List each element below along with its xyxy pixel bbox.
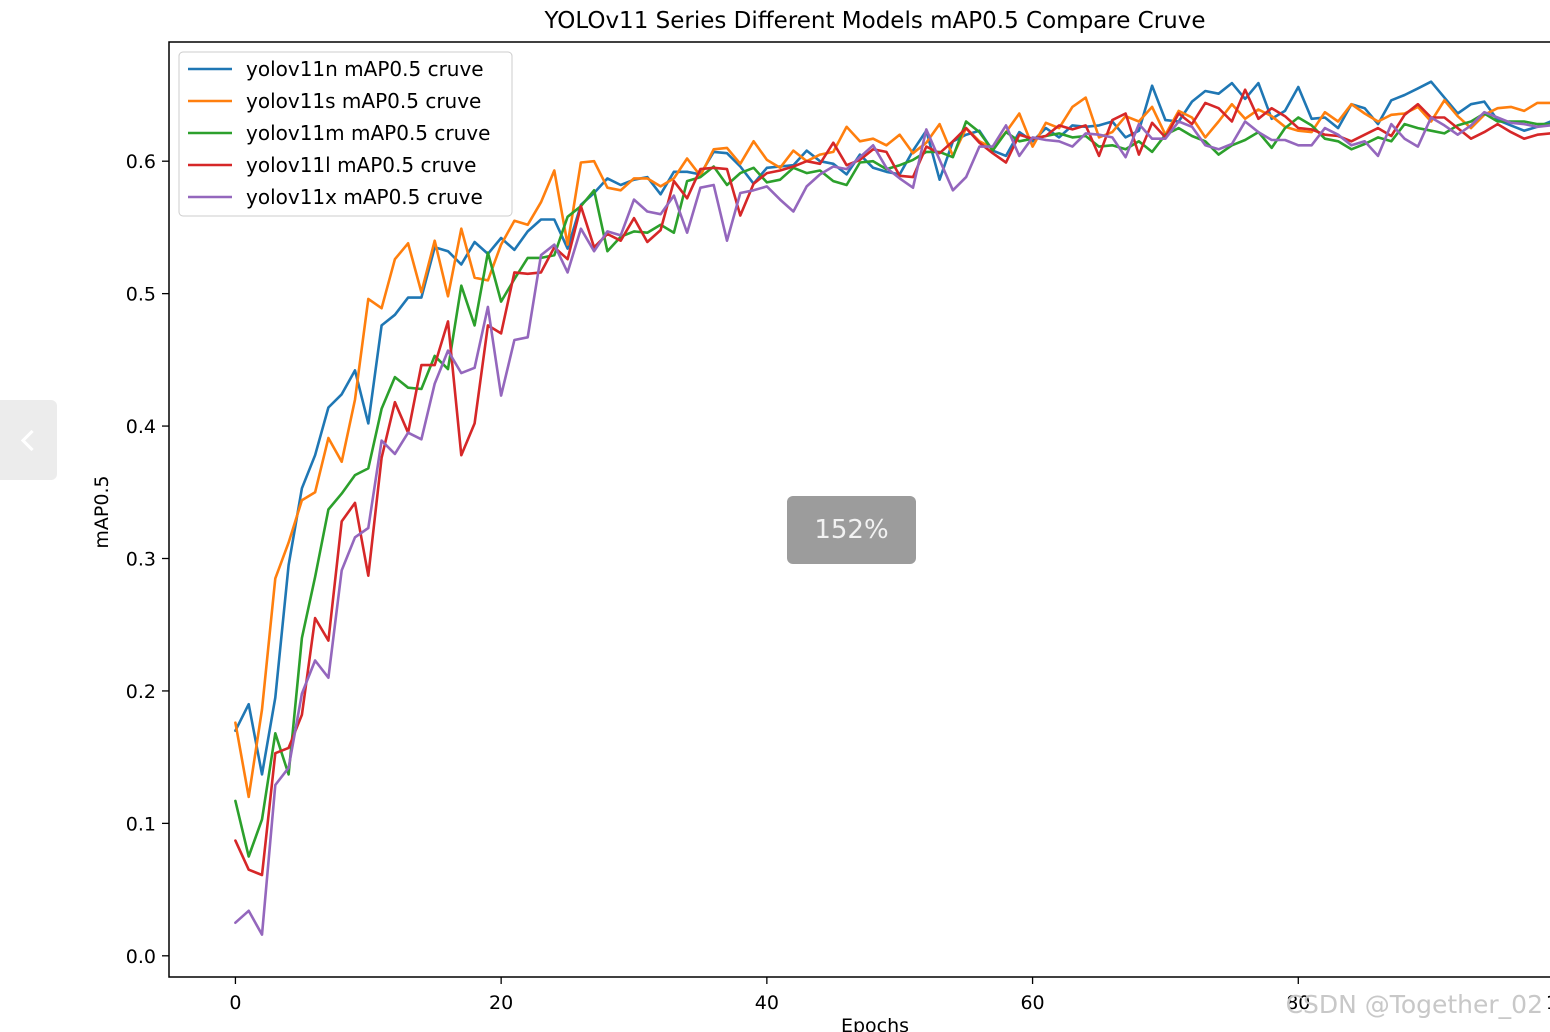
watermark: CSDN @Together_02 (1286, 990, 1543, 1019)
legend-label-3: yolov11m mAP0.5 cruve (246, 121, 490, 145)
series-layer (234, 80, 1550, 936)
x-tick-label: 80 (1286, 992, 1310, 1014)
series-line-3 (234, 112, 1550, 858)
legend-label-4: yolov11l mAP0.5 cruve (246, 153, 477, 177)
y-tick-label: 0.5 (126, 284, 156, 306)
x-axis-ticks: 0 20 40 60 80 100 (229, 977, 1550, 1014)
x-tick-label: 60 (1020, 992, 1044, 1014)
y-tick-label: 0.3 (126, 549, 156, 571)
legend-box (178, 51, 513, 217)
y-tick-label: 0.1 (126, 813, 156, 835)
y-axis-ticks: 0.0 0.1 0.2 0.3 0.4 0.5 0.6 (126, 151, 169, 968)
x-axis-label: Epochs (841, 1015, 909, 1032)
x-tick-label: 100 (1546, 992, 1550, 1014)
legend-label-5: yolov11x mAP0.5 cruve (246, 185, 483, 209)
previous-image-button[interactable] (0, 400, 57, 480)
y-axis-label: mAP0.5 (91, 475, 113, 548)
zoom-level-indicator: 152% (787, 496, 916, 564)
legend-label-1: yolov11n mAP0.5 cruve (246, 57, 484, 81)
plot-frame (168, 41, 1550, 978)
y-tick-label: 0.2 (126, 681, 156, 703)
series-line-4 (234, 88, 1550, 877)
series-line-2 (234, 96, 1550, 799)
legend: yolov11n mAP0.5 cruve yolov11s mAP0.5 cru… (178, 51, 513, 217)
y-tick-label: 0.4 (126, 416, 156, 438)
x-tick-label: 0 (229, 992, 241, 1014)
x-tick-label: 40 (755, 992, 779, 1014)
legend-label-2: yolov11s mAP0.5 cruve (246, 89, 481, 113)
chart-title: YOLOv11 Series Different Models mAP0.5 C… (543, 8, 1205, 34)
y-tick-label: 0.0 (126, 946, 156, 968)
x-tick-label: 20 (489, 992, 513, 1014)
y-tick-label: 0.6 (126, 151, 156, 173)
series-line-5 (234, 110, 1550, 936)
chevron-left-icon (20, 429, 43, 451)
